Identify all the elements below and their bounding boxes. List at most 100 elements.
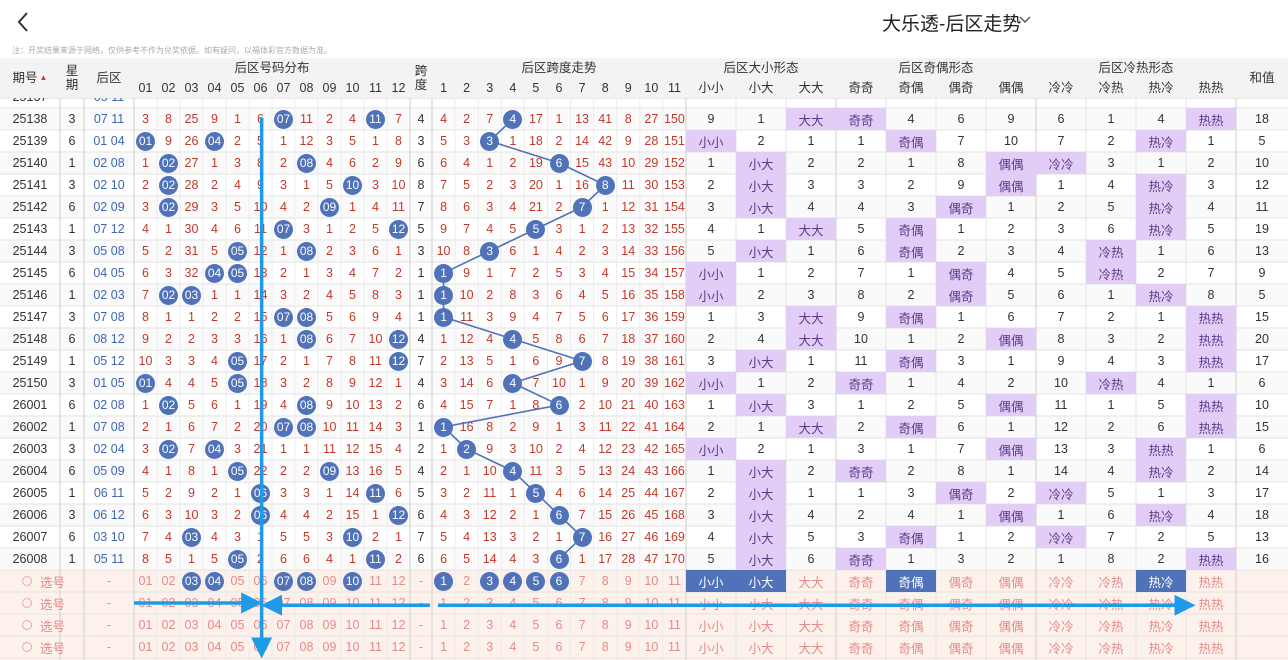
- pick-number[interactable]: 09: [322, 640, 337, 654]
- pick-span[interactable]: 9: [624, 574, 632, 588]
- pick-span[interactable]: 10: [644, 574, 659, 588]
- pick-heat-option[interactable]: 热热: [1198, 619, 1224, 634]
- pick-span[interactable]: 3: [486, 618, 494, 632]
- pick-parity-option[interactable]: 偶偶: [998, 619, 1024, 634]
- pick-heat-option[interactable]: 热热: [1198, 597, 1224, 612]
- pick-number[interactable]: 07: [276, 640, 291, 654]
- pick-size-option[interactable]: 大大: [798, 597, 824, 612]
- pick-span[interactable]: 11: [667, 596, 681, 610]
- pick-size-option[interactable]: 小小: [698, 619, 724, 634]
- pick-span[interactable]: 11: [667, 640, 681, 654]
- pick-parity-option[interactable]: 奇偶: [898, 641, 924, 656]
- pick-number-selected[interactable]: 04: [205, 571, 224, 591]
- pick-number[interactable]: 06: [253, 574, 268, 588]
- pick-span-selected[interactable]: 1: [434, 571, 454, 591]
- pick-number[interactable]: 08: [299, 618, 314, 632]
- pick-number-selected[interactable]: 08: [297, 571, 316, 591]
- pick-parity-option[interactable]: 奇奇: [848, 597, 874, 612]
- pick-span[interactable]: 7: [578, 640, 586, 654]
- pick-span[interactable]: 2: [463, 574, 471, 588]
- pick-heat-option[interactable]: 冷热: [1098, 619, 1124, 634]
- pick-parity-option[interactable]: 偶偶: [998, 597, 1024, 612]
- pick-span[interactable]: 10: [644, 596, 659, 610]
- pick-number[interactable]: 10: [345, 618, 360, 632]
- pick-heat-option[interactable]: 热热: [1198, 575, 1224, 590]
- pick-span[interactable]: 2: [463, 596, 471, 610]
- pick-number[interactable]: 09: [322, 618, 337, 632]
- pick-parity-option[interactable]: 偶奇: [948, 619, 974, 634]
- pick-number[interactable]: 02: [161, 640, 176, 654]
- pick-span[interactable]: 5: [532, 640, 540, 654]
- pick-span[interactable]: 8: [601, 618, 609, 632]
- pick-size-option[interactable]: 小小: [686, 570, 736, 592]
- pick-number[interactable]: 10: [345, 596, 360, 610]
- pick-parity-option[interactable]: 奇奇: [848, 619, 874, 634]
- pick-parity-option[interactable]: 奇偶: [898, 619, 924, 634]
- pick-number[interactable]: 05: [230, 574, 245, 588]
- pick-number[interactable]: 10: [345, 640, 360, 654]
- pick-span[interactable]: 7: [578, 574, 586, 588]
- pick-span[interactable]: 2: [463, 640, 471, 654]
- pick-span[interactable]: 2: [463, 618, 471, 632]
- page-title[interactable]: 大乐透-后区走势: [882, 14, 1022, 35]
- pick-number[interactable]: 09: [322, 596, 337, 610]
- pick-number[interactable]: 12: [391, 574, 406, 588]
- pick-span[interactable]: 5: [532, 596, 540, 610]
- pick-span[interactable]: 5: [532, 618, 540, 632]
- pick-heat-option[interactable]: 冷热: [1098, 641, 1124, 656]
- pick-span[interactable]: 3: [486, 596, 494, 610]
- pick-number[interactable]: 04: [207, 640, 222, 654]
- pick-span[interactable]: 7: [578, 618, 586, 632]
- pick-span[interactable]: 7: [578, 596, 586, 610]
- pick-number[interactable]: 06: [253, 596, 268, 610]
- pick-number[interactable]: 01: [138, 574, 153, 588]
- pick-span[interactable]: 8: [601, 640, 609, 654]
- chevron-down-icon[interactable]: [1018, 14, 1032, 26]
- pick-number[interactable]: 04: [207, 596, 222, 610]
- pick-heat-option[interactable]: 热冷: [1136, 570, 1186, 592]
- pick-span[interactable]: 6: [555, 618, 563, 632]
- pick-number[interactable]: 01: [138, 640, 153, 654]
- pick-parity-option[interactable]: 偶奇: [948, 641, 974, 656]
- chevron-left-icon[interactable]: [12, 8, 36, 36]
- pick-span[interactable]: 10: [644, 640, 659, 654]
- radio-icon[interactable]: [22, 620, 32, 630]
- pick-span[interactable]: 8: [601, 596, 609, 610]
- pick-number-selected[interactable]: 03: [182, 571, 201, 591]
- radio-icon[interactable]: [22, 598, 32, 608]
- pick-label[interactable]: 选号: [0, 570, 84, 592]
- pick-parity-option[interactable]: 偶奇: [948, 597, 974, 612]
- pick-parity-option[interactable]: 奇偶: [898, 597, 924, 612]
- pick-span[interactable]: 8: [601, 574, 609, 588]
- pick-number[interactable]: 02: [161, 596, 176, 610]
- pick-span[interactable]: 4: [509, 640, 517, 654]
- pick-number[interactable]: 02: [161, 574, 176, 588]
- pick-number[interactable]: 05: [230, 618, 245, 632]
- pick-parity-option[interactable]: 奇奇: [848, 575, 874, 590]
- pick-span[interactable]: 3: [486, 640, 494, 654]
- pick-heat-option[interactable]: 冷热: [1098, 575, 1124, 590]
- pick-parity-option[interactable]: 奇奇: [848, 641, 874, 656]
- pick-label[interactable]: 选号: [0, 592, 84, 614]
- pick-number[interactable]: 11: [369, 618, 382, 632]
- pick-heat-option[interactable]: 冷冷: [1048, 575, 1074, 590]
- pick-number[interactable]: 06: [253, 640, 268, 654]
- pick-number[interactable]: 11: [369, 574, 382, 588]
- pick-number[interactable]: 12: [391, 596, 406, 610]
- pick-span[interactable]: 9: [624, 618, 632, 632]
- pick-span[interactable]: 4: [509, 618, 517, 632]
- pick-heat-option[interactable]: 热冷: [1148, 597, 1174, 612]
- pick-number[interactable]: 03: [184, 596, 199, 610]
- pick-label[interactable]: 选号: [0, 636, 84, 658]
- pick-size-option[interactable]: 小小: [698, 641, 724, 656]
- pick-span[interactable]: 6: [555, 640, 563, 654]
- pick-span[interactable]: 9: [624, 640, 632, 654]
- pick-size-option[interactable]: 大大: [798, 575, 824, 590]
- pick-number[interactable]: 03: [184, 640, 199, 654]
- pick-number[interactable]: 12: [391, 618, 406, 632]
- pick-size-option[interactable]: 小小: [698, 597, 724, 612]
- pick-heat-option[interactable]: 冷热: [1098, 597, 1124, 612]
- radio-icon[interactable]: [22, 642, 32, 652]
- pick-number[interactable]: 04: [207, 618, 222, 632]
- pick-size-option[interactable]: 小大: [736, 570, 786, 592]
